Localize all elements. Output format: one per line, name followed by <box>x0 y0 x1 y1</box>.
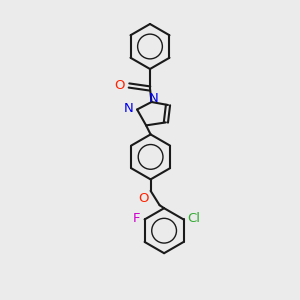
Text: N: N <box>124 102 134 115</box>
Text: N: N <box>149 92 159 105</box>
Text: Cl: Cl <box>188 212 200 225</box>
Text: O: O <box>115 79 125 92</box>
Text: O: O <box>139 192 149 205</box>
Text: F: F <box>133 212 141 225</box>
